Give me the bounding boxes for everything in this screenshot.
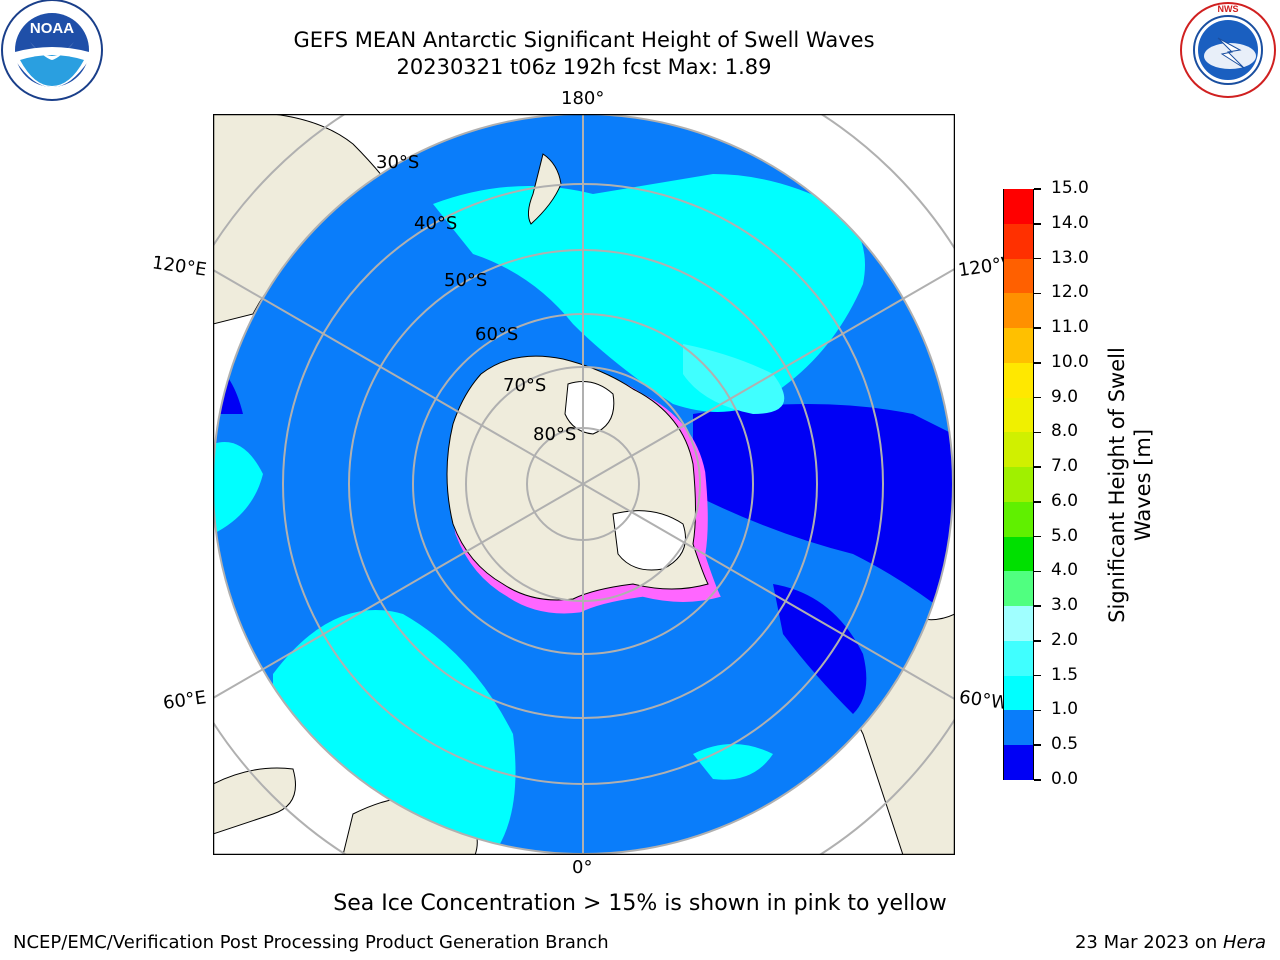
colorbar-segment [1004,501,1033,537]
colorbar-tick-mark [1034,501,1041,503]
lon-label-120e: 120°E [150,252,208,281]
colorbar-tick-mark [1034,257,1041,260]
title-line-2: 20230321 t06z 192h fcst Max: 1.89 [396,55,772,79]
colorbar-tick-label: 10.0 [1051,351,1089,372]
colorbar-tick-mark [1034,709,1041,712]
colorbar-tick-mark [1034,223,1041,225]
colorbar-tick-label: 9.0 [1051,386,1079,407]
colorbar-tick-mark [1034,292,1041,295]
colorbar-tick-label: 15.0 [1051,178,1089,198]
colorbar-tick-label: 7.0 [1051,456,1079,477]
lat-label-30s: 30°S [376,152,420,173]
colorbar-tick-mark [1034,431,1041,434]
colorbar-tick-label: 6.0 [1051,490,1079,511]
colorbar-tick-label: 13.0 [1051,247,1089,268]
colorbar-segment [1004,570,1033,607]
title-line-1: GEFS MEAN Antarctic Significant Height o… [293,28,875,52]
colorbar-tick-mark [1034,605,1041,607]
colorbar-segment [1004,292,1033,329]
lat-label-70s: 70°S [503,375,547,396]
colorbar-segment [1004,258,1033,294]
lon-label-60e: 60°E [161,687,208,714]
colorbar-segment [1004,466,1033,502]
colorbar-tick-label: 0.0 [1051,769,1079,789]
footer-left: NCEP/EMC/Verification Post Processing Pr… [13,932,609,953]
colorbar-tick-mark [1034,362,1041,364]
colorbar-tick-label: 14.0 [1051,212,1089,233]
lat-label-50s: 50°S [444,270,488,291]
colorbar-segment [1004,223,1033,259]
footer-right: 23 Mar 2023 on Hera [1075,932,1266,953]
colorbar-tick-mark [1034,570,1041,573]
colorbar-tick-mark [1034,744,1041,746]
colorbar-segment [1004,362,1033,398]
colorbar-tick-mark [1034,674,1041,677]
colorbar-segment [1004,605,1033,641]
colorbar-tick-label: 0.5 [1051,734,1079,755]
colorbar-segment [1004,744,1033,780]
lon-label-180: 180° [561,88,605,109]
colorbar-tick-mark [1034,466,1041,468]
colorbar-tick-label: 4.0 [1051,560,1079,581]
colorbar-tick-mark [1034,535,1041,538]
colorbar-tick-label: 12.0 [1051,282,1089,303]
colorbar-tick-label: 8.0 [1051,421,1079,442]
colorbar-tick-mark [1034,396,1041,399]
lat-label-60s: 60°S [475,324,519,345]
colorbar-tick-label: 3.0 [1051,595,1079,616]
colorbar-segment [1004,431,1033,468]
colorbar-tick-label: 1.0 [1051,699,1079,720]
colorbar-tick-mark [1034,188,1041,190]
colorbar [1003,188,1034,780]
footer-date: 23 Mar 2023 on [1074,932,1223,953]
svg-text:NWS: NWS [1218,4,1239,14]
colorbar-segment [1004,640,1033,676]
colorbar-segment [1004,536,1033,572]
colorbar-tick-label: 2.0 [1051,629,1079,650]
colorbar-title-line-2: Waves [m] [1131,428,1155,542]
colorbar-tick-mark [1034,779,1041,781]
colorbar-tick-label: 5.0 [1051,525,1079,546]
colorbar-segment [1004,188,1033,224]
sea-ice-note: Sea Ice Concentration > 15% is shown in … [333,891,947,916]
colorbar-segment [1004,675,1033,711]
footer-host: Hera [1222,932,1266,953]
colorbar-title-line-1: Significant Height of Swell [1105,347,1129,623]
colorbar-segment [1004,709,1033,746]
polar-map [212,113,956,856]
colorbar-tick-label: 11.0 [1051,317,1089,338]
colorbar-tick-label: 1.5 [1051,664,1079,685]
lat-label-40s: 40°S [414,213,458,234]
lat-label-80s: 80°S [533,424,577,445]
colorbar-segment [1004,327,1033,363]
colorbar-segment [1004,397,1033,433]
colorbar-tick-mark [1034,327,1041,329]
svg-text:NOAA: NOAA [30,20,74,37]
colorbar-tick-mark [1034,640,1041,642]
lon-label-0: 0° [572,857,593,878]
nws-logo: NWS [1178,0,1280,100]
noaa-logo: NOAA [0,0,106,106]
